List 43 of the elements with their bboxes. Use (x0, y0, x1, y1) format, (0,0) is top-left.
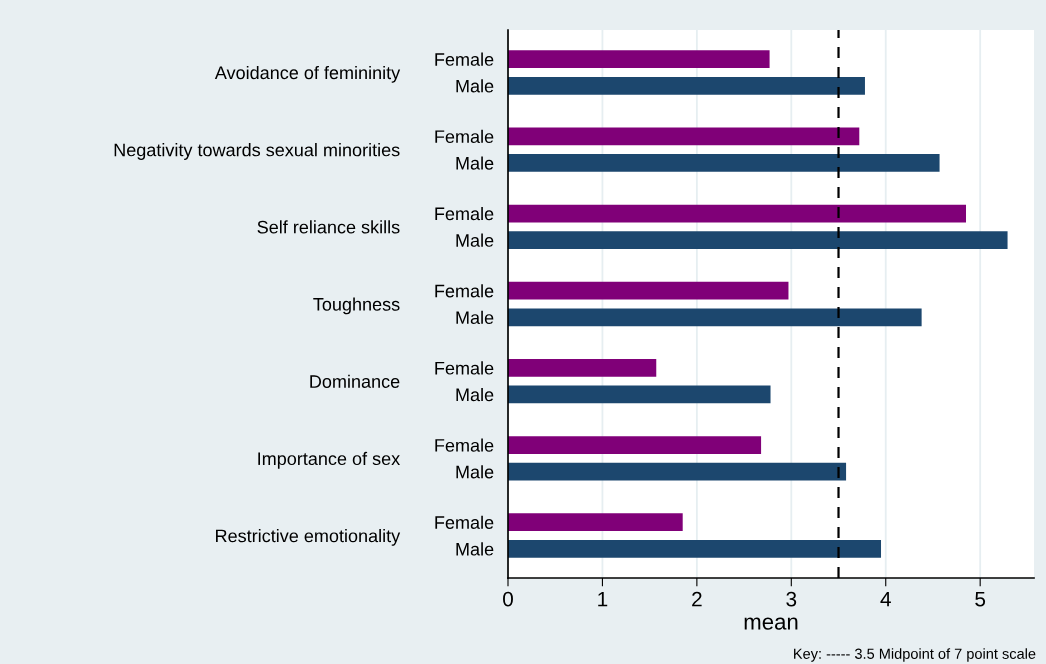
text: Male (456, 542, 494, 556)
bar (508, 50, 770, 69)
x-tick-label: 4 (880, 591, 891, 607)
x-tick-label: 3 (786, 591, 797, 607)
bar (508, 436, 762, 454)
x-tick-label: 0 (503, 591, 513, 607)
bar (508, 539, 882, 558)
x-tick-label: 5 (975, 591, 986, 607)
text: Female (435, 438, 494, 452)
x-axis-title: mean (744, 617, 798, 630)
bar (508, 462, 847, 481)
series-label: Male (456, 79, 494, 93)
text: Male (456, 233, 494, 247)
y-tick-label: Dominance (310, 374, 400, 388)
y-tick-label: Toughness (313, 297, 400, 315)
series-label: Female (435, 52, 494, 66)
bar (508, 358, 657, 377)
y-tick-label: Self reliance skills (257, 220, 400, 234)
bar (508, 204, 967, 223)
text: Female (435, 129, 494, 144)
bar (508, 154, 940, 172)
text: Female (435, 361, 494, 375)
y-tick-label: Importance of sex (258, 451, 400, 469)
y-tick-label: Avoidance of femininity (214, 65, 401, 83)
y-tick-label: Negativity towards sexual minorities (114, 143, 400, 160)
y-tick-label: Restrictive emotionality (216, 529, 401, 546)
x-tick-label: 2 (692, 591, 702, 607)
bar (508, 281, 789, 300)
x-tick-label: 1 (598, 591, 608, 607)
text: Male (456, 310, 494, 325)
text: Key: ----- 3.5 Midpoint of 7 point scale (794, 648, 1036, 662)
text: Male (456, 465, 494, 479)
bar (508, 513, 683, 532)
text: Male (456, 387, 494, 402)
bar (508, 385, 771, 404)
text: Male (456, 156, 494, 170)
text: Female (435, 515, 494, 529)
text: Female (435, 206, 494, 221)
text: Female (435, 284, 494, 298)
bar (508, 308, 922, 327)
bar (508, 76, 865, 95)
bar (508, 231, 1008, 250)
bar (508, 127, 860, 146)
